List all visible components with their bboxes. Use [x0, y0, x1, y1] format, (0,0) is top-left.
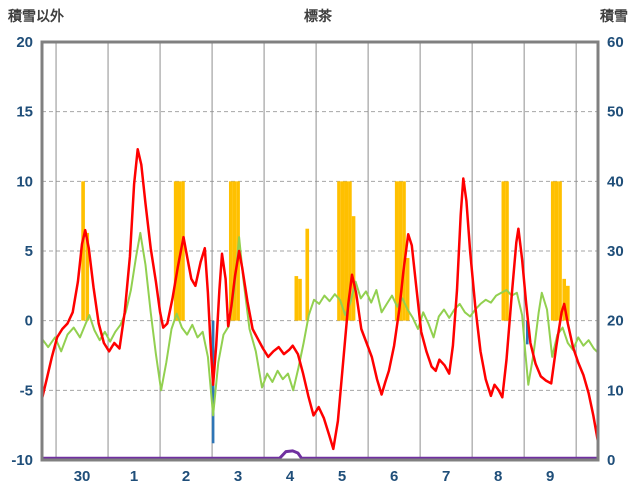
svg-text:6: 6 — [390, 468, 398, 485]
svg-text:4: 4 — [286, 468, 295, 485]
svg-text:2: 2 — [182, 468, 190, 485]
svg-text:3: 3 — [234, 468, 242, 485]
svg-text:8: 8 — [494, 468, 502, 485]
svg-text:5: 5 — [25, 243, 33, 260]
chart-title: 標茶 — [304, 8, 332, 24]
svg-text:20: 20 — [607, 313, 624, 330]
svg-text:-5: -5 — [20, 382, 33, 399]
svg-text:60: 60 — [607, 34, 624, 51]
svg-text:15: 15 — [16, 104, 33, 121]
svg-text:10: 10 — [16, 173, 33, 190]
svg-text:10: 10 — [607, 382, 624, 399]
svg-text:40: 40 — [607, 173, 624, 190]
right-axis-title: 積雪 — [600, 8, 628, 24]
svg-text:5: 5 — [338, 468, 346, 485]
svg-text:0: 0 — [25, 313, 33, 330]
svg-text:7: 7 — [442, 468, 450, 485]
svg-text:30: 30 — [607, 243, 624, 260]
svg-text:9: 9 — [546, 468, 554, 485]
left-axis-title: 積雪以外 — [8, 8, 64, 24]
svg-text:1: 1 — [130, 468, 138, 485]
svg-text:-10: -10 — [11, 452, 33, 469]
svg-text:0: 0 — [607, 452, 615, 469]
svg-text:20: 20 — [16, 34, 33, 51]
svg-text:30: 30 — [74, 468, 91, 485]
svg-text:50: 50 — [607, 104, 624, 121]
